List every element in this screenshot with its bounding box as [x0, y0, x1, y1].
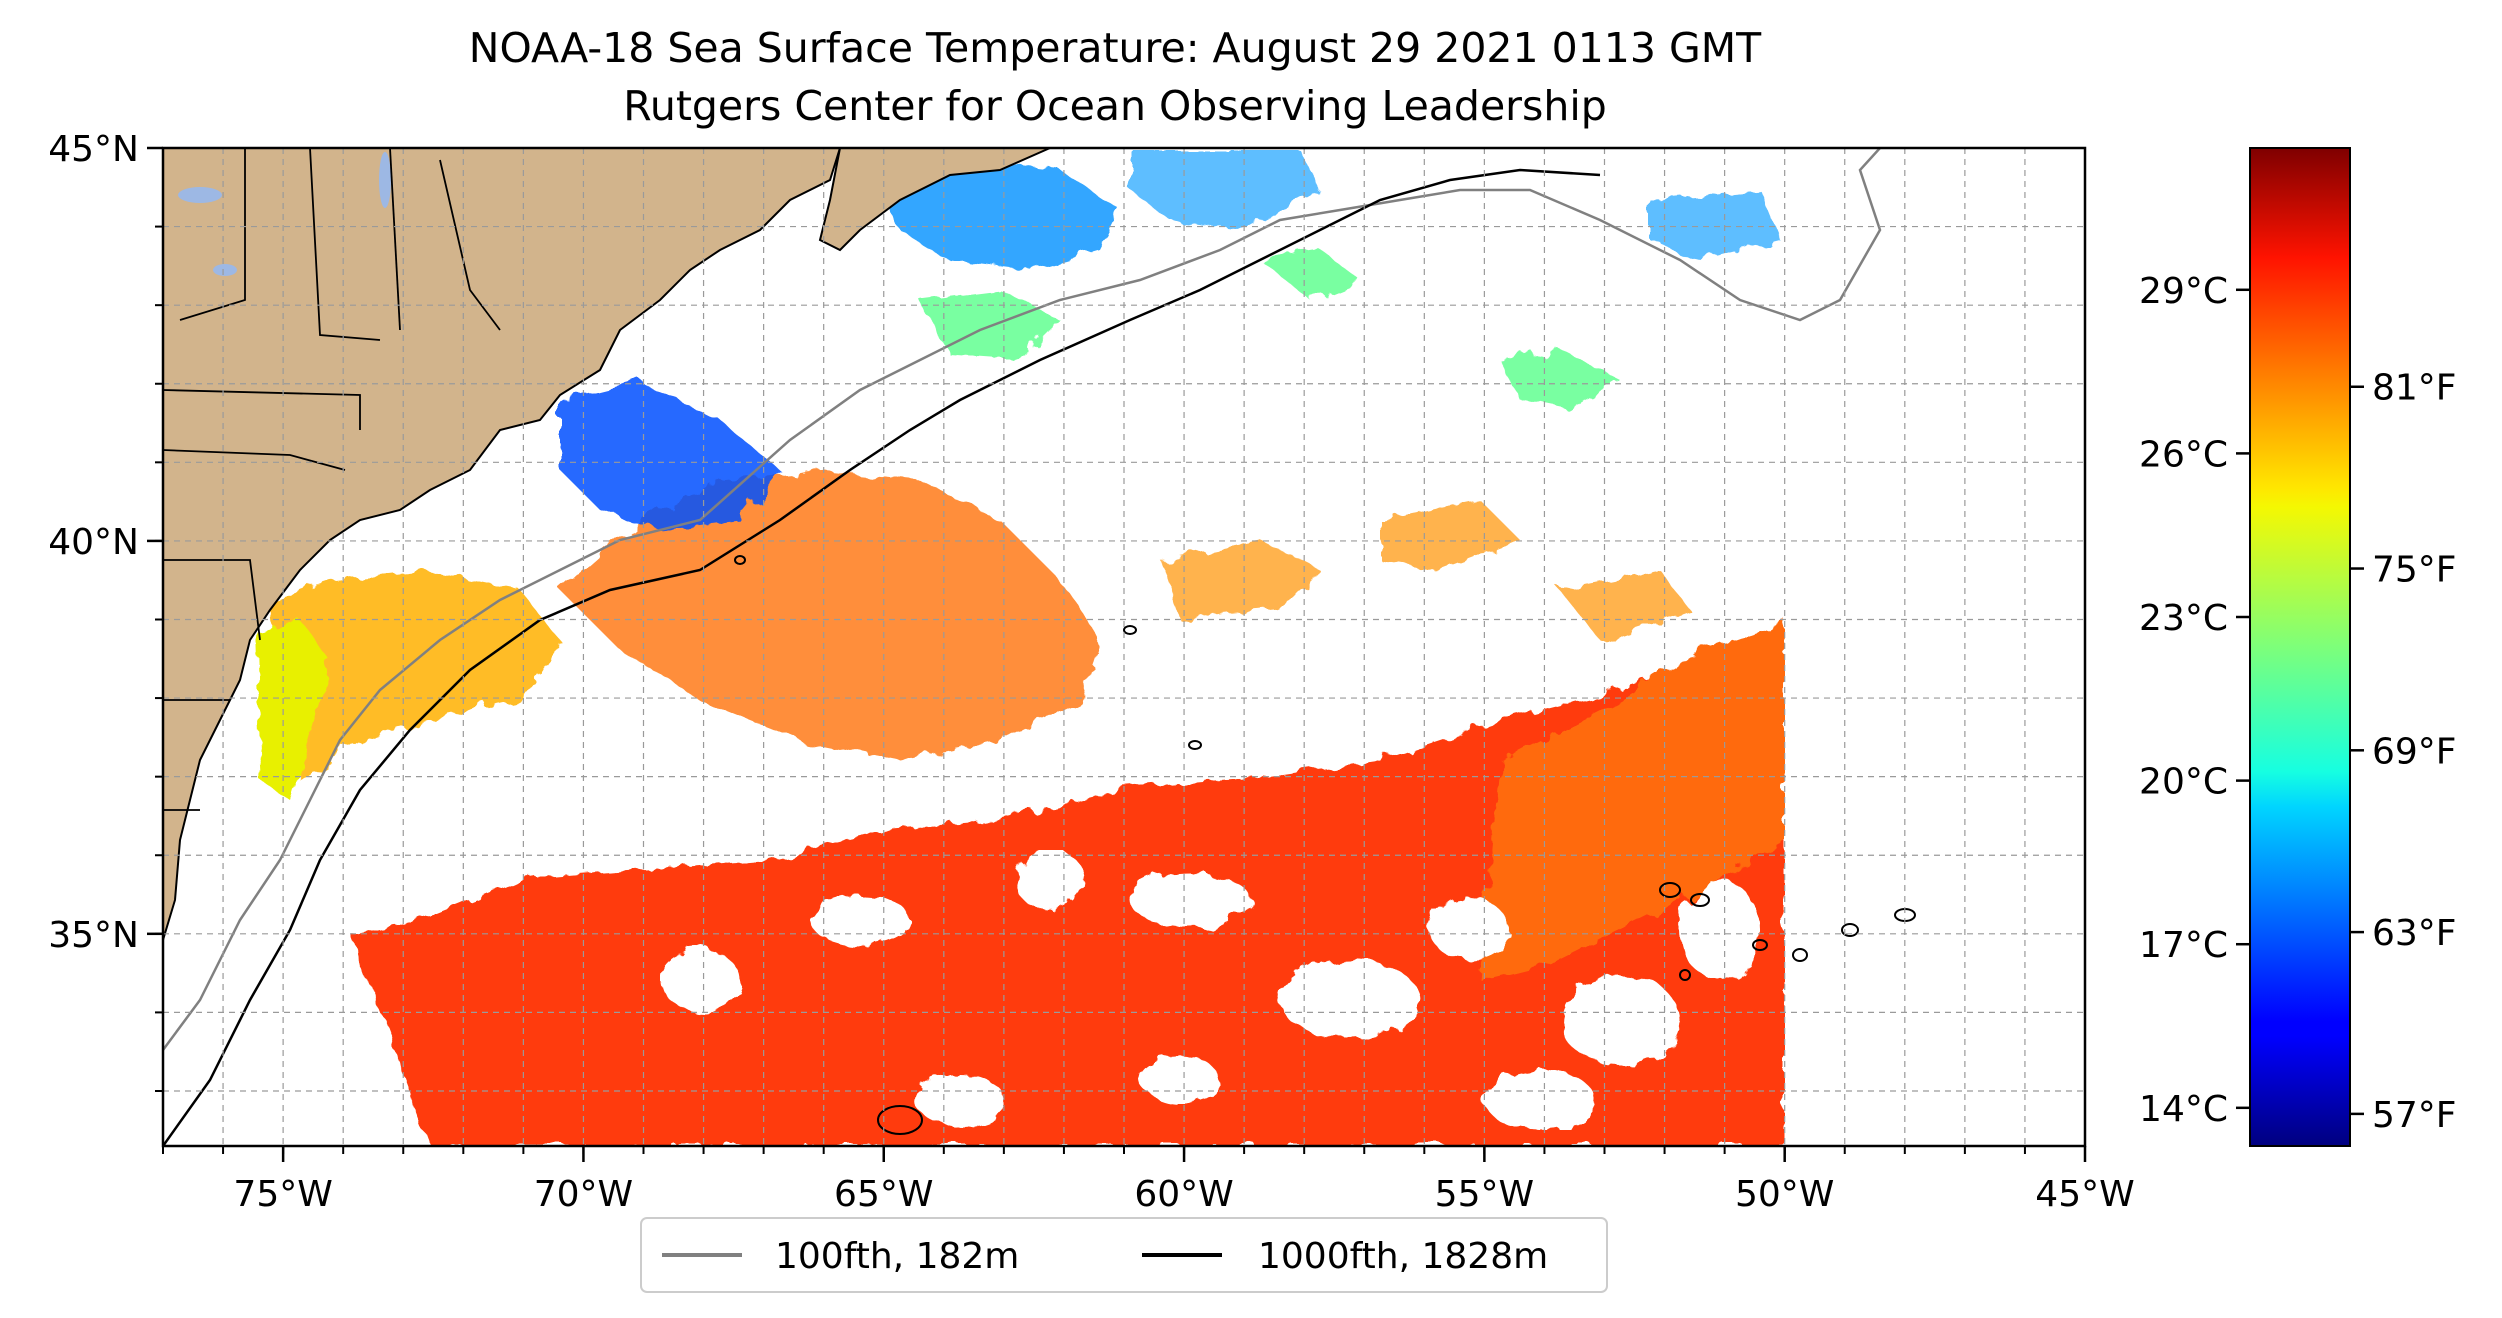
land-north-america [163, 148, 842, 941]
lon-tick-label: 75°W [233, 1174, 332, 1215]
lakes [178, 152, 391, 276]
sst-cold-scotian [880, 160, 1120, 270]
title-line-2: Rutgers Center for Ocean Observing Leade… [623, 82, 1607, 130]
colorbar-gradient [2249, 147, 2351, 1147]
sst-warm-east-band [1480, 620, 1785, 980]
sst-shelf-water [270, 570, 560, 780]
colorbar-celsius-label: 23°C [2139, 598, 2228, 639]
colorbar-fahrenheit-label: 75°F [2372, 550, 2457, 591]
lon-tick-label: 50°W [1735, 1174, 1834, 1215]
isobath-100fth [163, 148, 1882, 1051]
lon-tick-label: 55°W [1435, 1174, 1534, 1215]
colorbar-fahrenheit-label: 81°F [2372, 368, 2457, 409]
state-borders [163, 148, 501, 811]
sst-scattered-orange [1160, 500, 1690, 640]
colorbar-celsius-label: 17°C [2139, 925, 2228, 966]
cloud-gaps [660, 850, 1760, 1130]
lat-tick-label: 35°N [48, 915, 139, 956]
lon-tick-label: 70°W [534, 1174, 633, 1215]
colorbar-celsius-label: 20°C [2139, 762, 2228, 803]
latitude-axis: 35°N 40°N 45°N [48, 129, 163, 1092]
sst-nearshore-yellow [255, 620, 330, 800]
colorbar-celsius-label: 14°C [2139, 1089, 2228, 1130]
colorbar-celsius-label: 26°C [2139, 434, 2228, 475]
sst-cold-gulf-of-maine [560, 380, 780, 530]
lon-tick-label: 45°W [2035, 1174, 2134, 1215]
colorbar-celsius-ticks: 14°C 17°C 20°C 23°C 26°C 29°C [2139, 271, 2250, 1130]
gridlines [163, 148, 2085, 1146]
colorbar-fahrenheit-label: 69°F [2372, 731, 2457, 772]
colorbar-fahrenheit-label: 63°F [2372, 913, 2457, 954]
legend: 100fth, 182m 1000fth, 1828m [640, 1217, 1608, 1293]
legend-label-1000fth: 1000fth, 1828m [1258, 1236, 1548, 1277]
title-line-1: NOAA-18 Sea Surface Temperature: August … [469, 24, 1762, 72]
sst-cool-cyan-patches [1130, 150, 1780, 260]
sst-gulfstream-core [560, 470, 1100, 760]
colorbar-fahrenheit-label: 57°F [2372, 1095, 2457, 1136]
isobath-1000fth [163, 168, 1601, 1146]
colorbar: 14°C 17°C 20°C 23°C 26°C 29°C 57°F 63°F 69°F 75°… [2139, 147, 2457, 1147]
lat-tick-label: 45°N [48, 129, 139, 170]
sst-cool-green-patches [920, 250, 1620, 410]
land-nova-scotia [818, 148, 1051, 252]
longitude-axis: 75°W 70°W 65°W 60°W 55°W 50°W 45°W [162, 1146, 2135, 1215]
lat-tick-label: 40°N [48, 522, 139, 563]
colorbar-celsius-label: 29°C [2139, 271, 2228, 312]
legend-label-100fth: 100fth, 182m [775, 1236, 1019, 1277]
colorbar-fahrenheit-ticks: 57°F 63°F 69°F 75°F 81°F [2350, 368, 2457, 1136]
legend-box [640, 1217, 1608, 1293]
lon-tick-label: 60°W [1134, 1174, 1233, 1215]
no-data-east [1786, 148, 2085, 1146]
lon-tick-label: 65°W [834, 1174, 933, 1215]
map-panel [163, 148, 2085, 1146]
